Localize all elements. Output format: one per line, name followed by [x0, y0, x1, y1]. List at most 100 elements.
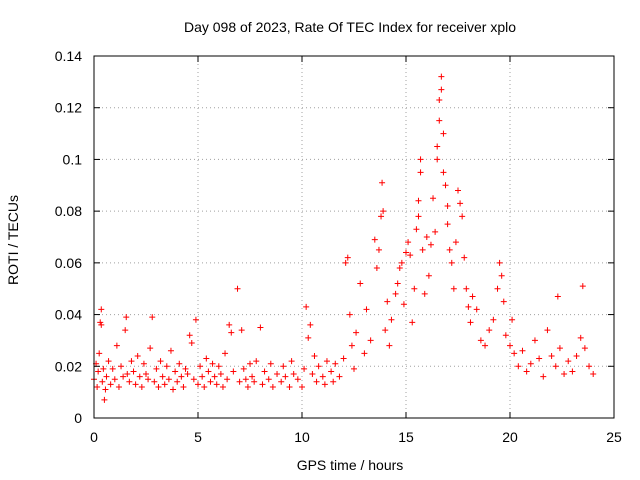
data-point: [452, 239, 459, 246]
y-tick-label: 0: [74, 410, 82, 426]
data-point: [507, 342, 513, 349]
data-point: [457, 200, 464, 207]
data-point: [438, 86, 445, 93]
data-point: [340, 355, 347, 362]
data-point: [99, 378, 106, 385]
data-point: [323, 358, 330, 365]
data-point: [353, 329, 360, 336]
data-point: [586, 363, 593, 370]
data-point: [523, 368, 530, 375]
data-point: [348, 342, 355, 349]
data-point: [346, 311, 353, 318]
data-point: [388, 316, 395, 323]
data-point: [309, 371, 316, 378]
data-point: [290, 371, 297, 378]
data-point: [163, 363, 170, 370]
data-point: [172, 368, 179, 375]
data-point: [213, 381, 220, 388]
data-point: [400, 301, 407, 308]
data-point: [240, 365, 247, 372]
data-point: [330, 378, 337, 385]
data-point: [95, 368, 102, 375]
data-point: [425, 272, 432, 279]
data-point: [548, 352, 555, 359]
data-point: [438, 73, 445, 80]
data-point: [98, 321, 105, 328]
data-point: [109, 365, 116, 372]
data-point: [378, 213, 385, 220]
data-point: [590, 371, 597, 378]
data-point: [197, 363, 204, 370]
data-point: [161, 381, 168, 388]
axis-ticks: [93, 55, 615, 419]
data-point: [459, 213, 466, 220]
data-point: [577, 334, 584, 341]
data-point: [396, 265, 403, 272]
data-point: [149, 314, 156, 321]
data-point: [379, 179, 386, 186]
data-point: [419, 246, 426, 253]
data-point: [147, 345, 154, 352]
data-point: [170, 386, 177, 393]
data-point: [155, 383, 162, 390]
data-point: [477, 337, 484, 344]
data-point: [363, 306, 370, 313]
data-point: [461, 254, 468, 261]
data-point: [569, 368, 576, 375]
data-point: [311, 352, 318, 359]
data-point: [482, 342, 489, 349]
data-point: [319, 373, 326, 380]
data-point: [145, 376, 152, 383]
data-point: [126, 378, 133, 385]
data-point: [188, 340, 195, 347]
data-point: [97, 319, 104, 326]
data-point: [234, 285, 241, 292]
data-point: [153, 365, 160, 372]
data-point: [280, 363, 287, 370]
data-point: [423, 234, 430, 240]
data-point: [182, 365, 189, 372]
data-point: [111, 376, 118, 383]
data-point: [101, 396, 108, 403]
data-point: [143, 371, 149, 378]
data-point: [519, 347, 526, 354]
data-point: [132, 381, 139, 388]
data-point: [165, 376, 172, 383]
data-point: [409, 319, 416, 326]
data-point: [159, 373, 166, 380]
data-point: [415, 197, 422, 204]
data-point: [100, 365, 107, 372]
data-point: [450, 285, 457, 292]
data-point: [531, 337, 538, 344]
data-point: [344, 254, 351, 261]
data-point: [138, 383, 145, 390]
data-point: [380, 208, 387, 215]
data-point: [228, 329, 235, 336]
data-point: [122, 327, 129, 334]
data-point: [367, 337, 374, 344]
data-point: [305, 334, 312, 341]
data-point: [115, 383, 122, 390]
data-point: [436, 96, 443, 103]
data-point: [444, 221, 451, 228]
data-point: [328, 368, 335, 375]
y-tick-label: 0.14: [55, 48, 82, 64]
plot-frame: [93, 55, 615, 419]
data-point: [465, 303, 472, 310]
data-point: [490, 316, 497, 323]
data-point: [405, 239, 412, 246]
data-point: [357, 280, 364, 287]
y-tick-label: 0.04: [55, 307, 82, 323]
data-point: [373, 265, 380, 272]
data-point: [321, 381, 328, 388]
data-point: [265, 376, 272, 383]
data-point: [217, 371, 224, 378]
x-tick-label: 10: [294, 429, 310, 445]
data-point: [195, 381, 201, 388]
data-point: [448, 259, 455, 266]
data-point: [498, 272, 505, 279]
data-point: [205, 368, 212, 375]
data-point: [351, 365, 357, 372]
data-point: [259, 381, 266, 388]
data-point: [211, 373, 218, 380]
